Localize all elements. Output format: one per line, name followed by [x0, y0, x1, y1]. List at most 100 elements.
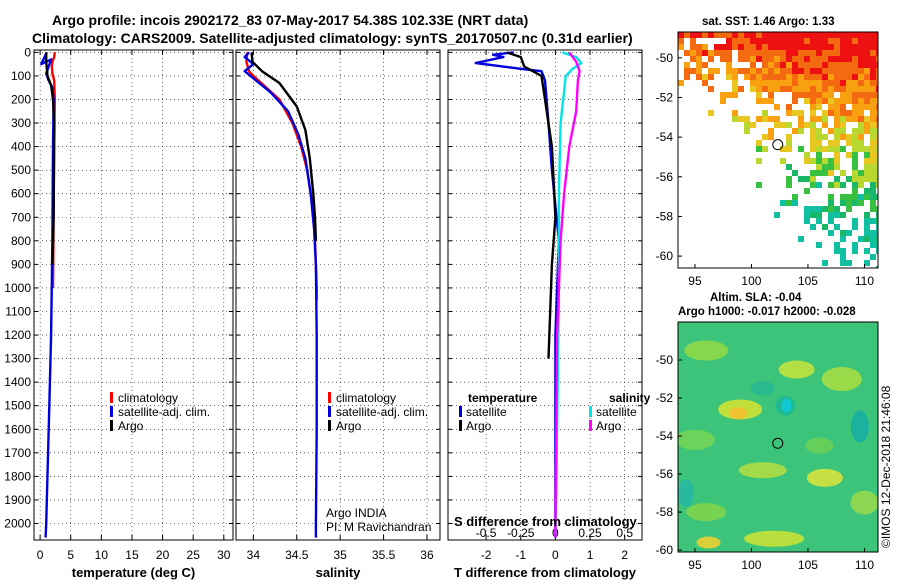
sst-cell — [786, 38, 792, 44]
sst-cell — [810, 182, 816, 188]
sst-cell — [768, 92, 774, 98]
sst-cell — [786, 86, 792, 92]
sst-cell — [822, 170, 828, 176]
depth-tick-label: 1700 — [4, 446, 31, 460]
sst-cell — [870, 218, 876, 224]
sst-cell — [852, 62, 858, 68]
sst-cell — [786, 146, 792, 152]
sst-cell — [732, 80, 738, 86]
sst-cell — [708, 50, 714, 56]
sst-cell — [702, 80, 708, 86]
sst-cell — [864, 32, 870, 38]
plot-frame — [235, 49, 441, 541]
sst-cell — [876, 92, 878, 98]
sst-cell — [720, 56, 726, 62]
sst-cell — [840, 56, 846, 62]
sst-cell — [822, 260, 828, 266]
sst-cell — [834, 110, 840, 116]
sst-cell — [816, 44, 822, 50]
sst-cell — [732, 68, 738, 74]
sst-cell — [768, 56, 774, 62]
sst-cell — [786, 62, 792, 68]
sst-cell — [774, 80, 780, 86]
sst-cell — [810, 86, 816, 92]
sst-cell — [726, 62, 732, 68]
sst-cell — [816, 212, 822, 218]
sst-cell — [768, 32, 774, 38]
sst-cell — [792, 32, 798, 38]
sst-cell — [846, 62, 852, 68]
sst-cell — [816, 116, 822, 122]
sst-cell — [756, 98, 762, 104]
sst-cell — [834, 140, 840, 146]
map-x-tick-label: 110 — [855, 274, 874, 288]
sst-cell — [822, 56, 828, 62]
sst-cell — [858, 194, 864, 200]
sst-cell — [852, 68, 858, 74]
sst-cell — [798, 146, 804, 152]
sst-cell — [732, 74, 738, 80]
salinity-annotation-1: Argo INDIA — [326, 506, 387, 520]
sst-cell — [870, 182, 876, 188]
sst-cell — [762, 50, 768, 56]
sst-cell — [810, 50, 816, 56]
sst-cell — [678, 38, 684, 44]
sst-cell — [798, 50, 804, 56]
depth-tick-label: 1500 — [4, 399, 31, 413]
sst-cell — [684, 32, 690, 38]
sst-cell — [870, 140, 876, 146]
x-axis-label: salinity — [316, 565, 362, 580]
sst-cell — [780, 68, 786, 74]
sst-cell — [804, 176, 810, 182]
sst-cell — [876, 140, 878, 146]
sst-cell — [786, 176, 792, 182]
depth-tick-label: 200 — [11, 92, 31, 106]
sst-cell — [822, 62, 828, 68]
sla-anomaly-patch — [686, 503, 727, 522]
sst-cell — [708, 56, 714, 62]
sst-cell — [864, 152, 870, 158]
sst-cell — [834, 74, 840, 80]
difference-panel: -2 -1 0 1 2-0.5 -0.25 0 0.25 0.5T difference fro… — [447, 49, 643, 580]
sst-cell — [864, 50, 870, 56]
sst-cell — [864, 176, 870, 182]
sst-cell — [780, 50, 786, 56]
sst-cell — [876, 146, 878, 152]
sst-cell — [816, 146, 822, 152]
sst-cell — [810, 92, 816, 98]
sst-cell — [798, 86, 804, 92]
sst-cell — [876, 116, 878, 122]
sst-cell — [828, 164, 834, 170]
sst-cell — [810, 170, 816, 176]
diff-legend-s-argo: Argo — [596, 419, 622, 433]
sst-cell — [846, 116, 852, 122]
sst-cell — [690, 32, 696, 38]
sst-cell — [846, 152, 852, 158]
sst-cell — [834, 206, 840, 212]
sst-cell — [744, 68, 750, 74]
sst-cell — [786, 110, 792, 116]
sst-cell — [864, 230, 870, 236]
plot-frame — [33, 49, 234, 541]
sst-cell — [714, 32, 720, 38]
sst-cell — [786, 122, 792, 128]
legend-swatch-climatology — [110, 392, 113, 403]
sst-cell — [864, 170, 870, 176]
sst-cell — [870, 44, 876, 50]
sst-cell — [852, 50, 858, 56]
sst-cell — [846, 80, 852, 86]
sst-cell — [786, 44, 792, 50]
sst-cell — [828, 230, 834, 236]
sst-cell — [876, 158, 878, 164]
sst-cell — [696, 50, 702, 56]
x-tick-label: 36 — [420, 548, 434, 562]
sst-cell — [756, 80, 762, 86]
sst-cell — [852, 98, 858, 104]
sst-cell — [786, 74, 792, 80]
sst-cell — [876, 104, 878, 110]
series-line-argo — [250, 52, 318, 241]
sst-cell — [774, 104, 780, 110]
sst-cell — [864, 164, 870, 170]
top-tick-label: -0.25 — [507, 526, 535, 540]
sst-cell — [852, 104, 858, 110]
